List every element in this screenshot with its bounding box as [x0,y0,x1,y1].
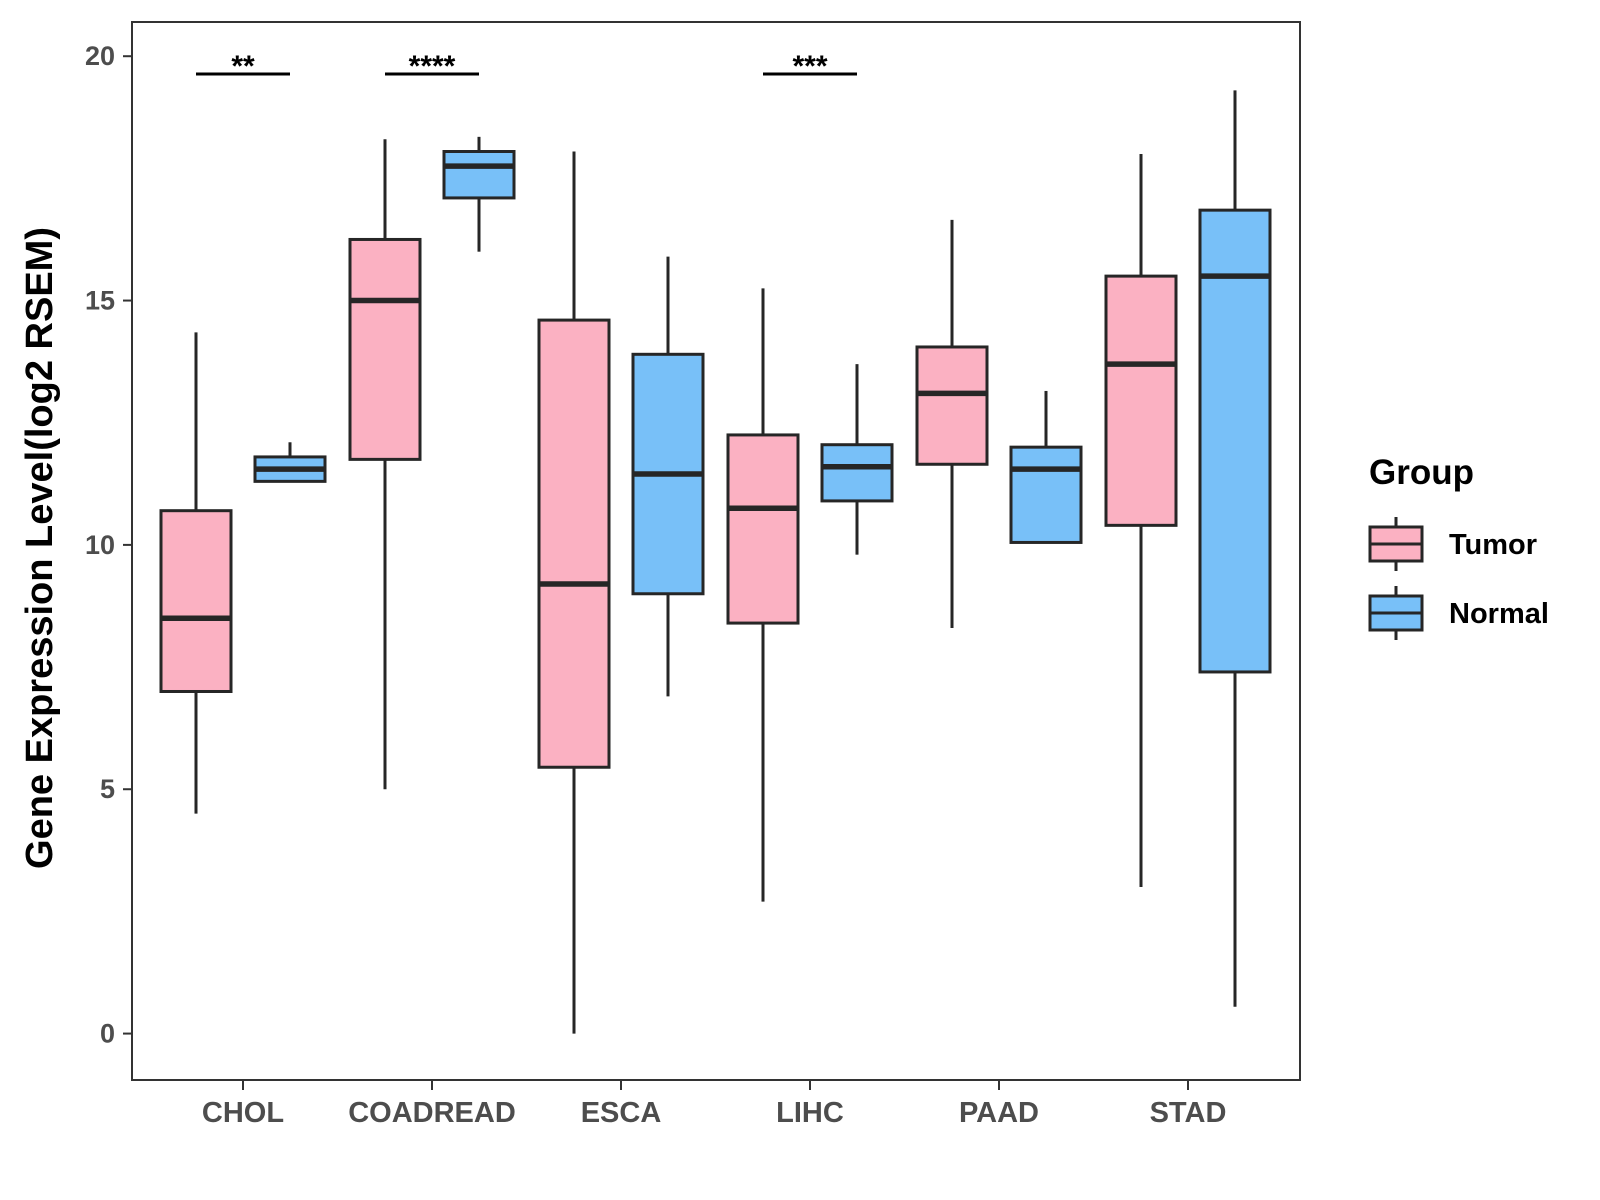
box-body [1104,274,1178,527]
y-tick-label: 0 [100,1019,115,1049]
legend-items: Tumor Normal [1368,517,1549,640]
y-tick-label: 15 [85,286,115,316]
x-tick-label: LIHC [776,1097,844,1129]
box-body [915,345,989,466]
box-body [348,237,422,461]
y-tick-label: 5 [100,774,115,804]
box-tumor-paad [915,219,989,628]
plot-border [131,21,1301,1081]
box-normal-chol [253,442,327,483]
significance-chol: ** [196,50,290,83]
x-tick-label: PAAD [959,1097,1039,1129]
y-axis: 0 5 10 15 20 [85,41,132,1049]
box-tumor-lihc [726,288,800,902]
box-normal-stad [1198,90,1272,1007]
box-tumor-chol [159,332,233,814]
y-tick-label: 10 [85,530,115,560]
box-body [1198,208,1272,674]
box-body [159,509,233,693]
significance-lihc: *** [763,50,857,83]
box-tumor-stad [1104,153,1178,887]
legend-item-normal: Normal [1368,586,1549,640]
significance-coadread: **** [385,50,479,83]
box-normal-paad [1009,390,1083,544]
x-axis: CHOL COADREAD ESCA LIHC PAAD STAD [202,1080,1226,1129]
boxes-layer [159,90,1272,1034]
plot-panel [131,21,1301,1081]
box-normal-esca [631,256,705,697]
x-tick-label: STAD [1150,1097,1227,1129]
box-normal-coadread [442,136,516,252]
box-tumor-esca [537,151,611,1034]
legend-title: Group [1369,453,1474,492]
y-axis-title: Gene Expression Level(log2 RSEM) [19,227,61,869]
box-body [442,150,516,200]
significance-label: *** [792,50,827,83]
legend: Group Tumor Normal [1368,453,1549,640]
x-tick-label: ESCA [581,1097,662,1129]
box-body [537,318,611,769]
legend-label: Tumor [1449,529,1537,561]
box-tumor-coadread [348,139,422,790]
box-normal-lihc [820,364,894,555]
legend-label: Normal [1449,598,1549,630]
legend-item-tumor: Tumor [1368,517,1537,571]
significance-annotations: ** **** *** [196,50,857,83]
significance-label: ** [231,50,255,83]
box-body [1009,445,1083,544]
significance-label: **** [409,50,456,83]
box-body [820,443,894,503]
x-tick-label: CHOL [202,1097,284,1129]
box-body [726,433,800,625]
y-tick-label: 20 [85,41,115,71]
x-tick-label: COADREAD [348,1097,516,1129]
